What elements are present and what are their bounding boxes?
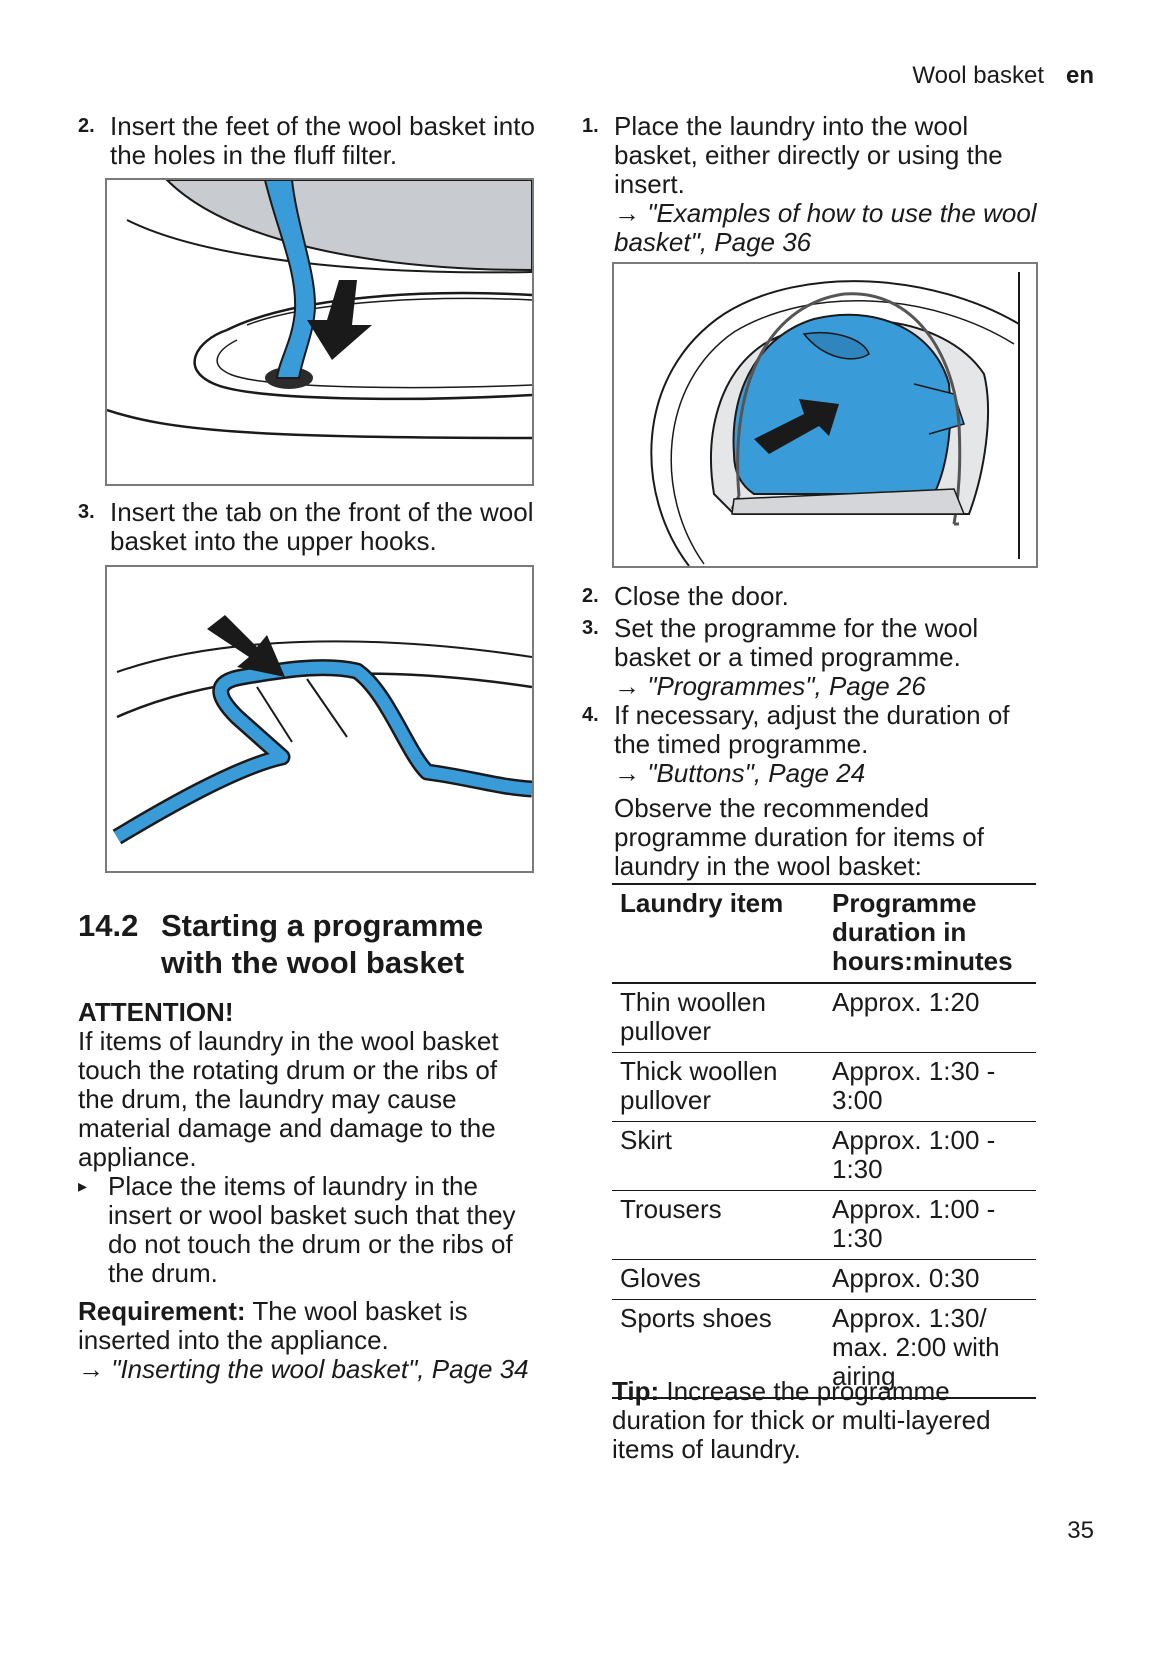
laundry-in-basket-illustration bbox=[650, 272, 1020, 566]
table-cell: Approx. 1:30/ max. 2:00 with airing bbox=[832, 1303, 1000, 1391]
requirement-block: Requirement: The wool basket is inserted… bbox=[78, 1297, 538, 1384]
bullet-triangle-icon: ▸ bbox=[78, 1176, 88, 1196]
table-cell: Thick woollen pullover bbox=[620, 1056, 778, 1115]
arrow-right-icon: → bbox=[614, 198, 640, 228]
table-row: Skirt Approx. 1:00 - 1:30 bbox=[612, 1122, 1036, 1191]
attention-body: If items of laundry in the wool basket t… bbox=[78, 1026, 499, 1172]
table-row: Thin woollen pullover Approx. 1:20 bbox=[612, 983, 1036, 1053]
step-1-ref-text: "Examples of how to use the wool basket"… bbox=[614, 198, 1037, 257]
step-1-link[interactable]: → "Examples of how to use the wool baske… bbox=[614, 199, 1038, 257]
table-cell: Trousers bbox=[620, 1194, 722, 1224]
section-number: 14.2 bbox=[78, 908, 139, 943]
step-number: 2. bbox=[582, 585, 599, 607]
step-number: 1. bbox=[582, 115, 599, 137]
page-header: Wool basket en bbox=[912, 62, 1094, 90]
table-row: Gloves Approx. 0:30 bbox=[612, 1260, 1036, 1300]
table-cell: Approx. 1:00 - 1:30 bbox=[832, 1194, 996, 1253]
tip-label: Tip: bbox=[612, 1376, 660, 1406]
table-cell: Thin woollen pullover bbox=[620, 987, 766, 1046]
table-header-row: Laundry item Programme duration in hours… bbox=[612, 884, 1036, 984]
step-text: Place the laundry into the wool basket, … bbox=[614, 111, 1003, 199]
tip-block: Tip: Increase the programme duration for… bbox=[612, 1377, 1036, 1464]
step-3-ref-text: "Programmes", Page 26 bbox=[640, 671, 926, 701]
right-step-3: 3. Set the programme for the wool basket… bbox=[582, 614, 1038, 701]
arrow-right-icon: → bbox=[78, 1354, 104, 1384]
bullet-text: Place the items of laundry in the insert… bbox=[108, 1171, 516, 1288]
table-cell: Sports shoes bbox=[620, 1303, 772, 1333]
figure-laundry-in-basket bbox=[612, 262, 1038, 568]
left-step-2: 2. Insert the feet of the wool basket in… bbox=[78, 112, 548, 170]
step-4-link[interactable]: → "Buttons", Page 24 bbox=[614, 759, 1038, 788]
section-title: Starting a programme with the wool baske… bbox=[161, 908, 484, 980]
table-row: Trousers Approx. 1:00 - 1:30 bbox=[612, 1191, 1036, 1260]
step-text: Set the programme for the wool basket or… bbox=[614, 613, 979, 672]
table-cell: Approx. 1:20 bbox=[832, 987, 980, 1017]
table-cell: Approx. 1:00 - 1:30 bbox=[832, 1125, 996, 1184]
requirement-text: The wool basket is inserted into the app… bbox=[78, 1296, 468, 1355]
duration-table: Laundry item Programme duration in hours… bbox=[612, 883, 1036, 1399]
requirement-label: Requirement: bbox=[78, 1296, 246, 1326]
page-number: 35 bbox=[1067, 1517, 1094, 1544]
figure-upper-hooks bbox=[105, 565, 534, 873]
arrow-right-icon: → bbox=[614, 758, 640, 788]
right-step-2: 2. Close the door. bbox=[582, 582, 1038, 611]
header-section-title: Wool basket bbox=[912, 62, 1044, 89]
step-text: If necessary, adjust the duration of the… bbox=[614, 700, 1010, 759]
table-cell: Skirt bbox=[620, 1125, 672, 1155]
step-3-link[interactable]: → "Programmes", Page 26 bbox=[614, 672, 1038, 701]
requirement-link[interactable]: → "Inserting the wool basket", Page 34 bbox=[78, 1355, 538, 1384]
arrow-right-icon: → bbox=[614, 671, 640, 701]
step-4-note: Observe the recommended programme durati… bbox=[614, 793, 984, 881]
step-text: Insert the tab on the front of the wool … bbox=[110, 497, 534, 556]
basket-feet-illustration bbox=[107, 180, 532, 440]
upper-hooks-illustration bbox=[112, 615, 532, 845]
table-row: Sports shoes Approx. 1:30/ max. 2:00 wit… bbox=[612, 1300, 1036, 1398]
step-number: 3. bbox=[582, 617, 599, 639]
table-header-cell: Programme duration in hours:minutes bbox=[824, 884, 1036, 984]
step-4-ref-text: "Buttons", Page 24 bbox=[640, 758, 866, 788]
attention-bullet: ▸ Place the items of laundry in the inse… bbox=[78, 1172, 538, 1288]
table-cell: Gloves bbox=[620, 1263, 701, 1293]
step-number: 3. bbox=[78, 501, 95, 523]
right-step-4: 4. If necessary, adjust the duration of … bbox=[582, 701, 1038, 881]
table-row: Thick woollen pullover Approx. 1:30 - 3:… bbox=[612, 1053, 1036, 1122]
right-step-1: 1. Place the laundry into the wool baske… bbox=[582, 112, 1038, 257]
step-number: 2. bbox=[78, 115, 95, 137]
figure-basket-feet bbox=[105, 178, 534, 486]
table-header-cell: Laundry item bbox=[612, 884, 824, 984]
attention-block: ATTENTION! If items of laundry in the wo… bbox=[78, 998, 538, 1288]
section-heading: 14.2 Starting a programme with the wool … bbox=[78, 907, 548, 981]
step-number: 4. bbox=[582, 704, 599, 726]
requirement-ref-text: "Inserting the wool basket", Page 34 bbox=[104, 1354, 529, 1384]
table-cell: Approx. 1:30 - 3:00 bbox=[832, 1056, 996, 1115]
attention-title: ATTENTION! bbox=[78, 997, 234, 1027]
table-cell: Approx. 0:30 bbox=[832, 1263, 980, 1293]
left-step-3: 3. Insert the tab on the front of the wo… bbox=[78, 498, 548, 556]
step-text: Insert the feet of the wool basket into … bbox=[110, 111, 535, 170]
header-language: en bbox=[1065, 62, 1094, 89]
tip-text: Increase the programme duration for thic… bbox=[612, 1376, 991, 1464]
step-text: Close the door. bbox=[614, 581, 789, 611]
